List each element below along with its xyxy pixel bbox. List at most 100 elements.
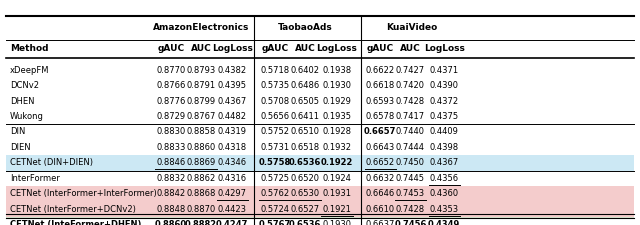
Text: 0.6411: 0.6411 (291, 112, 319, 121)
Text: 0.8846: 0.8846 (156, 158, 186, 167)
Text: 0.5656: 0.5656 (260, 112, 289, 121)
Text: 0.4382: 0.4382 (218, 66, 247, 75)
Text: 0.6505: 0.6505 (291, 97, 319, 106)
Text: 0.1935: 0.1935 (323, 112, 351, 121)
Text: 0.1924: 0.1924 (323, 174, 351, 183)
Text: 0.5735: 0.5735 (260, 81, 289, 90)
Text: 0.1921: 0.1921 (323, 205, 351, 214)
Text: 0.4367: 0.4367 (218, 97, 247, 106)
Text: 0.4398: 0.4398 (429, 143, 459, 152)
Text: 0.6622: 0.6622 (365, 66, 395, 75)
Text: 0.6536: 0.6536 (289, 220, 321, 225)
Text: 0.4395: 0.4395 (218, 81, 246, 90)
Text: 0.6510: 0.6510 (291, 127, 319, 136)
Text: 0.4247: 0.4247 (216, 220, 248, 225)
Text: 0.6643: 0.6643 (365, 143, 395, 152)
Text: 0.7428: 0.7428 (396, 97, 425, 106)
Text: 0.8833: 0.8833 (156, 143, 186, 152)
Text: 0.7427: 0.7427 (396, 66, 425, 75)
Bar (6, 217, 634, 225)
Text: 0.4360: 0.4360 (429, 189, 459, 198)
Text: 0.4346: 0.4346 (218, 158, 247, 167)
Text: 0.6520: 0.6520 (291, 174, 319, 183)
Text: 0.6652: 0.6652 (365, 158, 395, 167)
Text: CETNet (InterFormer+InterFormer): CETNet (InterFormer+InterFormer) (10, 189, 157, 198)
Text: AUC: AUC (400, 44, 420, 53)
Text: 0.8776: 0.8776 (156, 97, 186, 106)
Text: 0.6646: 0.6646 (365, 189, 395, 198)
Text: 0.4316: 0.4316 (218, 174, 247, 183)
Text: 0.6657: 0.6657 (364, 127, 396, 136)
Text: 0.8848: 0.8848 (156, 205, 186, 214)
Text: 0.6518: 0.6518 (291, 143, 319, 152)
Text: 0.4367: 0.4367 (429, 158, 459, 167)
Text: DIN: DIN (10, 127, 26, 136)
Text: 0.8766: 0.8766 (156, 81, 186, 90)
Text: 0.4319: 0.4319 (218, 127, 246, 136)
Bar (6, 201, 634, 217)
Text: 0.7440: 0.7440 (396, 127, 425, 136)
Text: 0.6593: 0.6593 (365, 97, 395, 106)
Text: 0.5724: 0.5724 (260, 205, 289, 214)
Text: 0.8860: 0.8860 (186, 143, 216, 152)
Bar (6, 186, 634, 201)
Text: 0.6610: 0.6610 (365, 205, 395, 214)
Text: 0.8770: 0.8770 (156, 66, 186, 75)
Text: 0.8799: 0.8799 (186, 97, 216, 106)
Text: 0.8767: 0.8767 (186, 112, 216, 121)
Text: 0.4482: 0.4482 (218, 112, 246, 121)
Text: 0.8870: 0.8870 (186, 205, 216, 214)
Text: 0.7456: 0.7456 (394, 220, 426, 225)
Text: 0.4297: 0.4297 (218, 189, 246, 198)
Text: 0.7417: 0.7417 (396, 112, 425, 121)
Bar (6, 155, 634, 171)
Text: 0.4372: 0.4372 (429, 97, 459, 106)
Text: 0.5708: 0.5708 (260, 97, 289, 106)
Text: KuaiVideo: KuaiVideo (387, 23, 438, 32)
Text: AmazonElectronics: AmazonElectronics (153, 23, 250, 32)
Text: gAUC: gAUC (157, 44, 184, 53)
Text: 0.8729: 0.8729 (156, 112, 186, 121)
Text: 0.6578: 0.6578 (365, 112, 395, 121)
Text: 0.6632: 0.6632 (365, 174, 395, 183)
Text: 0.8869: 0.8869 (186, 158, 216, 167)
Text: 0.5752: 0.5752 (260, 127, 289, 136)
Text: 0.8868: 0.8868 (186, 189, 216, 198)
Text: 0.4353: 0.4353 (429, 205, 459, 214)
Text: 0.8882: 0.8882 (185, 220, 217, 225)
Text: 0.7420: 0.7420 (396, 81, 425, 90)
Text: CETNet (DIN+DIEN): CETNet (DIN+DIEN) (10, 158, 93, 167)
Text: 0.8791: 0.8791 (186, 81, 216, 90)
Text: 0.7450: 0.7450 (396, 158, 425, 167)
Text: Wukong: Wukong (10, 112, 44, 121)
Text: 0.7445: 0.7445 (396, 174, 425, 183)
Text: xDeepFM: xDeepFM (10, 66, 50, 75)
Text: 0.6486: 0.6486 (291, 81, 319, 90)
Text: 0.7453: 0.7453 (396, 189, 425, 198)
Text: 0.6402: 0.6402 (291, 66, 319, 75)
Text: LogLoss: LogLoss (212, 44, 253, 53)
Text: 0.1938: 0.1938 (323, 66, 351, 75)
Text: DIEN: DIEN (10, 143, 31, 152)
Text: 0.8830: 0.8830 (156, 127, 186, 136)
Text: 0.8862: 0.8862 (186, 174, 216, 183)
Text: 0.1922: 0.1922 (321, 158, 353, 167)
Text: 0.5718: 0.5718 (260, 66, 289, 75)
Text: 0.4375: 0.4375 (429, 112, 459, 121)
Text: LogLoss: LogLoss (317, 44, 357, 53)
Text: 0.7444: 0.7444 (396, 143, 425, 152)
Text: 0.6530: 0.6530 (291, 189, 319, 198)
Text: 0.4356: 0.4356 (429, 174, 459, 183)
Text: TaobaoAds: TaobaoAds (278, 23, 333, 32)
Text: AUC: AUC (191, 44, 211, 53)
Text: 0.1931: 0.1931 (323, 189, 351, 198)
Text: 0.5725: 0.5725 (260, 174, 289, 183)
Text: 0.5762: 0.5762 (260, 189, 289, 198)
Text: AUC: AUC (294, 44, 316, 53)
Text: CETNet (InterFormer+DCNv2): CETNet (InterFormer+DCNv2) (10, 205, 136, 214)
Text: 0.1930: 0.1930 (323, 81, 351, 90)
Text: InterFormer: InterFormer (10, 174, 60, 183)
Text: 0.1932: 0.1932 (323, 143, 351, 152)
Text: 0.4409: 0.4409 (429, 127, 459, 136)
Text: 0.1930: 0.1930 (323, 220, 351, 225)
